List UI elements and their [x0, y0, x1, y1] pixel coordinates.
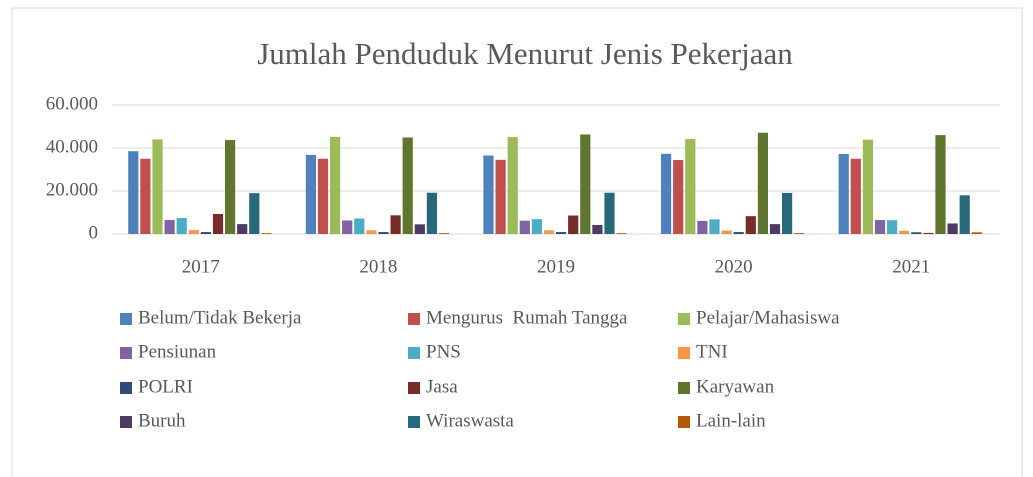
legend-label: PNS	[426, 341, 461, 362]
legend-swatch	[678, 347, 690, 359]
bar	[685, 138, 696, 234]
x-tick-label: 2019	[537, 256, 575, 277]
bar	[531, 219, 542, 234]
y-tick-label: 40.000	[46, 136, 98, 157]
x-tick-label: 2020	[715, 256, 753, 277]
bar	[366, 230, 377, 234]
legend-label: Jasa	[426, 376, 458, 397]
legend-swatch	[120, 416, 132, 428]
bar	[604, 192, 615, 234]
bar	[200, 232, 211, 234]
bar	[438, 233, 450, 234]
legend-swatch	[408, 416, 420, 428]
bar	[519, 220, 530, 234]
bar	[782, 192, 793, 234]
legend-label: Pensiunan	[138, 341, 217, 362]
bar	[673, 160, 684, 234]
legend-label: Karyawan	[696, 376, 775, 397]
legend-label: Lain-lain	[696, 410, 766, 431]
bar	[483, 155, 494, 234]
bar	[164, 220, 175, 234]
legend-label: Wiraswasta	[426, 410, 514, 431]
legend-swatch	[120, 382, 132, 394]
bar	[402, 137, 413, 234]
legend-swatch	[120, 347, 132, 359]
bar	[330, 136, 341, 234]
bar	[697, 220, 708, 234]
bar	[378, 232, 389, 234]
bar	[249, 193, 260, 234]
bar	[317, 158, 329, 234]
y-tick-label: 20.000	[46, 179, 98, 200]
legend-label: POLRI	[138, 376, 193, 397]
legend-swatch	[408, 382, 420, 394]
legend-swatch	[408, 347, 420, 359]
bar	[212, 214, 224, 234]
x-tick-label: 2021	[892, 256, 930, 277]
bar	[721, 230, 732, 234]
bar	[543, 230, 555, 234]
bar	[128, 151, 139, 234]
bar	[140, 158, 151, 234]
y-tick-label: 60.000	[46, 93, 98, 114]
legend-swatch	[678, 382, 690, 394]
bar	[152, 139, 163, 234]
bar	[507, 137, 518, 234]
bar	[911, 232, 922, 234]
y-tick-label: 0	[89, 222, 99, 243]
chart-border	[11, 7, 1023, 477]
legend-swatch	[678, 416, 690, 428]
bar	[733, 232, 744, 234]
bar	[426, 192, 437, 234]
bar	[390, 215, 401, 234]
legend-swatch	[408, 313, 420, 325]
bar	[971, 232, 982, 234]
bar	[342, 220, 353, 234]
bar	[887, 220, 898, 234]
x-tick-label: 2018	[359, 256, 397, 277]
legend-swatch	[678, 313, 690, 325]
bar	[237, 224, 248, 234]
bar	[225, 140, 236, 234]
bar	[850, 158, 861, 234]
chart-title: Jumlah Penduduk Menurut Jenis Pekerjaan	[257, 36, 793, 71]
bar	[661, 153, 672, 234]
bar	[176, 218, 187, 234]
bar	[592, 224, 603, 234]
bar	[959, 195, 970, 234]
bar	[414, 224, 425, 234]
bar	[838, 154, 849, 234]
bar	[568, 215, 579, 234]
bar	[935, 135, 946, 234]
bar	[354, 218, 365, 234]
bar	[947, 223, 958, 234]
bar	[757, 132, 768, 234]
bar	[899, 230, 910, 234]
bar	[556, 232, 567, 234]
legend-label: Pelajar/Mahasiswa	[696, 307, 840, 328]
legend-label: Belum/Tidak Bekerja	[138, 307, 302, 328]
bar	[261, 233, 272, 234]
bar	[745, 216, 756, 234]
bar	[923, 232, 934, 234]
bar	[616, 233, 627, 234]
bar	[794, 233, 805, 234]
bar	[580, 134, 591, 234]
bar	[874, 220, 886, 234]
legend-label: Buruh	[138, 410, 186, 431]
bar	[188, 230, 199, 234]
bar	[709, 219, 720, 234]
legend-label: Mengurus Rumah Tangga	[426, 307, 628, 328]
legend-swatch	[120, 313, 132, 325]
bar	[769, 224, 781, 234]
bar	[305, 154, 316, 234]
bar	[862, 139, 873, 234]
bar	[495, 159, 506, 234]
x-tick-label: 2017	[182, 256, 220, 277]
legend-label: TNI	[696, 341, 728, 362]
